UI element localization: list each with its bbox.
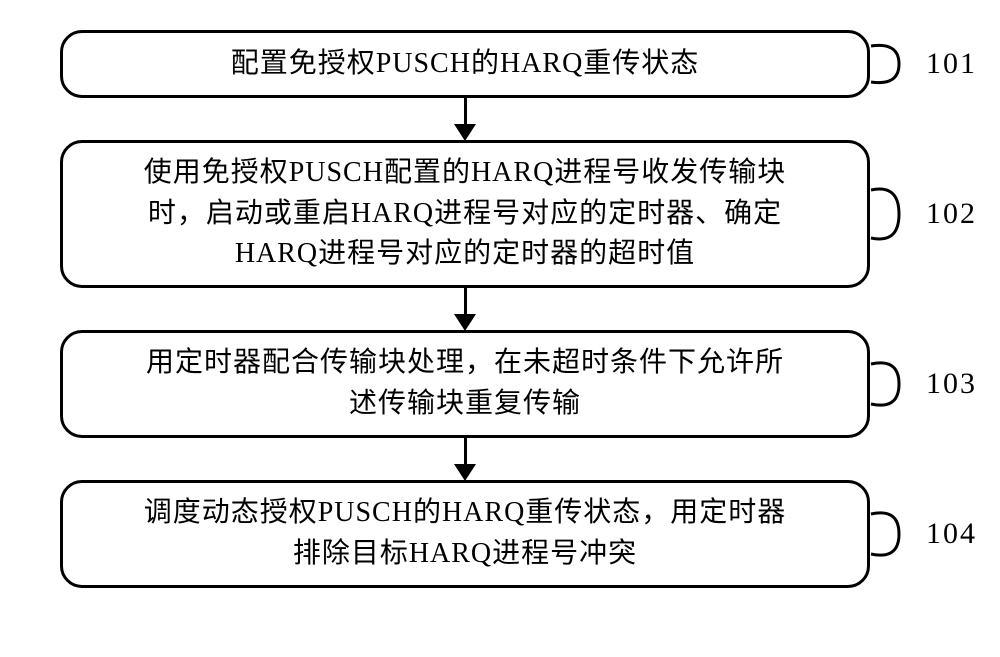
- node-1-line-1: 配置免授权PUSCH的HARQ重传状态: [231, 48, 700, 79]
- node-2-line-1: 使用免授权PUSCH配置的HARQ进程号收发传输块: [144, 157, 787, 188]
- flow-node-3-text: 用定时器配合传输块处理，在未超时条件下允许所 述传输块重复传输: [146, 343, 784, 424]
- arrow-head: [454, 124, 476, 141]
- step-label-1: 101: [926, 47, 977, 81]
- node-2-line-3: HARQ进程号对应的定时器的超时值: [235, 238, 695, 269]
- arrow-head: [454, 314, 476, 331]
- arrow-line: [464, 288, 467, 316]
- flow-node-4: 调度动态授权PUSCH的HARQ重传状态，用定时器 排除目标HARQ进程号冲突 …: [60, 480, 870, 588]
- flow-node-4-text: 调度动态授权PUSCH的HARQ重传状态，用定时器 排除目标HARQ进程号冲突: [144, 493, 787, 574]
- arrow-3-4: [60, 438, 870, 480]
- flow-node-3: 用定时器配合传输块处理，在未超时条件下允许所 述传输块重复传输 103: [60, 330, 870, 438]
- flow-node-1-text: 配置免授权PUSCH的HARQ重传状态: [231, 44, 700, 85]
- node-3-line-1: 用定时器配合传输块处理，在未超时条件下允许所: [146, 347, 784, 378]
- curve-brace-2: [869, 184, 915, 244]
- arrow-line: [464, 98, 467, 126]
- node-3-line-2: 述传输块重复传输: [349, 388, 581, 419]
- curve-brace-3: [869, 358, 915, 410]
- flowchart-container: 配置免授权PUSCH的HARQ重传状态 101 使用免授权PUSCH配置的HAR…: [60, 30, 870, 588]
- node-4-line-2: 排除目标HARQ进程号冲突: [293, 538, 637, 569]
- arrow-line: [464, 438, 467, 466]
- arrow-head: [454, 464, 476, 481]
- arrow-1-2: [60, 98, 870, 140]
- flow-node-2: 使用免授权PUSCH配置的HARQ进程号收发传输块 时，启动或重启HARQ进程号…: [60, 140, 870, 288]
- node-4-line-1: 调度动态授权PUSCH的HARQ重传状态，用定时器: [144, 497, 787, 528]
- flow-node-2-text: 使用免授权PUSCH配置的HARQ进程号收发传输块 时，启动或重启HARQ进程号…: [144, 153, 787, 275]
- arrow-2-3: [60, 288, 870, 330]
- curve-brace-1: [869, 42, 915, 86]
- step-label-3: 103: [926, 367, 977, 401]
- step-label-4: 104: [926, 517, 977, 551]
- curve-brace-4: [869, 508, 915, 560]
- flow-node-1: 配置免授权PUSCH的HARQ重传状态 101: [60, 30, 870, 98]
- node-2-line-2: 时，启动或重启HARQ进程号对应的定时器、确定: [148, 198, 782, 229]
- step-label-2: 102: [926, 197, 977, 231]
